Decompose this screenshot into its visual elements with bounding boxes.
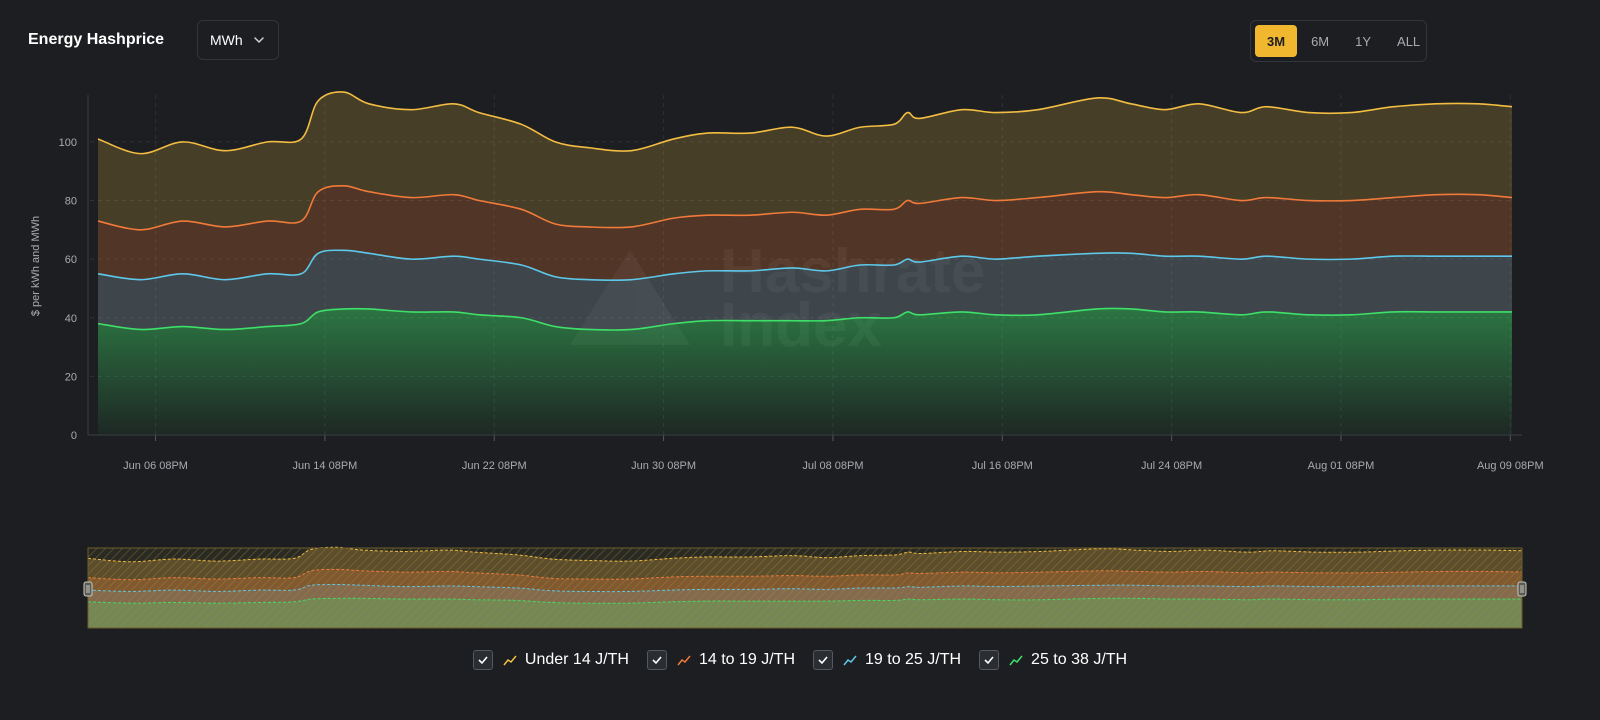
legend-item-25-to-38[interactable]: 25 to 38 J/TH [979,650,1127,670]
line-chart-icon [1009,655,1023,666]
y-tick-label: 60 [65,254,77,266]
unit-value: MWh [210,32,243,48]
check-icon[interactable] [472,650,493,670]
legend-label: 25 to 38 J/TH [1031,651,1128,668]
navigator-handle-right[interactable] [1517,581,1527,597]
legend-label: 14 to 19 J/TH [698,651,795,668]
range-button-all[interactable]: ALL [1397,33,1421,49]
range-button-6m[interactable]: 6M [1311,33,1330,49]
watermark-logo [570,250,690,345]
check-icon[interactable] [646,650,667,670]
line-chart-icon [843,655,857,666]
series-line-2 [97,249,1512,282]
navigator-selection [88,548,1522,628]
watermark-line1: Hashrate [720,237,985,306]
series-line-0 [97,91,1513,155]
axes: 0 20 40 60 80 100 Jun 06 08PM Jun 14 08PM Jun 22… [59,95,1544,472]
line-chart-icon [677,655,691,666]
x-tick-label: Aug 09 08PM [1477,460,1544,472]
y-tick-label: 20 [65,371,77,383]
line-chart-icon [503,655,517,666]
y-tick-label: 0 [71,430,77,442]
page-title: Energy Hashprice [28,31,165,48]
series-line-3 [97,307,1512,331]
x-tick-label: Jul 16 08PM [972,460,1033,472]
series-area-1 [98,185,1512,281]
y-axis-title: $ per kWh and MWh [30,216,42,316]
x-tick-label: Jul 08 08PM [802,460,863,472]
range-button-3m[interactable]: 3M [1255,25,1298,57]
legend-item-19-to-25[interactable]: 19 to 25 J/TH [813,650,961,670]
unit-dropdown[interactable]: MWh [197,20,279,60]
navigator-handle-left[interactable] [83,581,93,597]
range-navigator[interactable] [83,546,1527,629]
legend-label: Under 14 J/TH [524,651,629,668]
x-tick-label: Jun 14 08PM [293,460,358,472]
check-icon[interactable] [813,650,833,670]
legend-label: 19 to 25 J/TH [865,651,962,668]
series-area-2 [98,250,1512,331]
series-line-1 [97,185,1513,231]
series-area-0 [98,91,1512,230]
time-range-selector: 3M 6M 1Y ALL [1250,20,1427,62]
check-icon[interactable] [979,650,1000,670]
chevron-down-icon [253,37,264,44]
series-lines [97,91,1513,331]
range-button-1y[interactable]: 1Y [1355,33,1372,49]
x-tick-label: Aug 01 08PM [1308,460,1375,472]
y-tick-label: 80 [65,196,77,208]
x-tick-label: Jun 06 08PM [123,460,188,472]
series-area-3 [98,308,1512,435]
legend-item-14-to-19[interactable]: 14 to 19 J/TH [646,650,795,670]
legend-item-under-14[interactable]: Under 14 J/TH [472,650,629,670]
y-tick-label: 100 [59,137,77,149]
legend: Under 14 J/TH 14 to 19 J/TH 19 to 25 J/T… [0,650,1600,670]
y-tick-label: 40 [65,313,77,325]
x-tick-label: Jun 22 08PM [462,460,527,472]
x-tick-label: Jul 24 08PM [1141,460,1202,472]
x-tick-label: Jun 30 08PM [631,460,696,472]
series-areas [98,91,1512,435]
